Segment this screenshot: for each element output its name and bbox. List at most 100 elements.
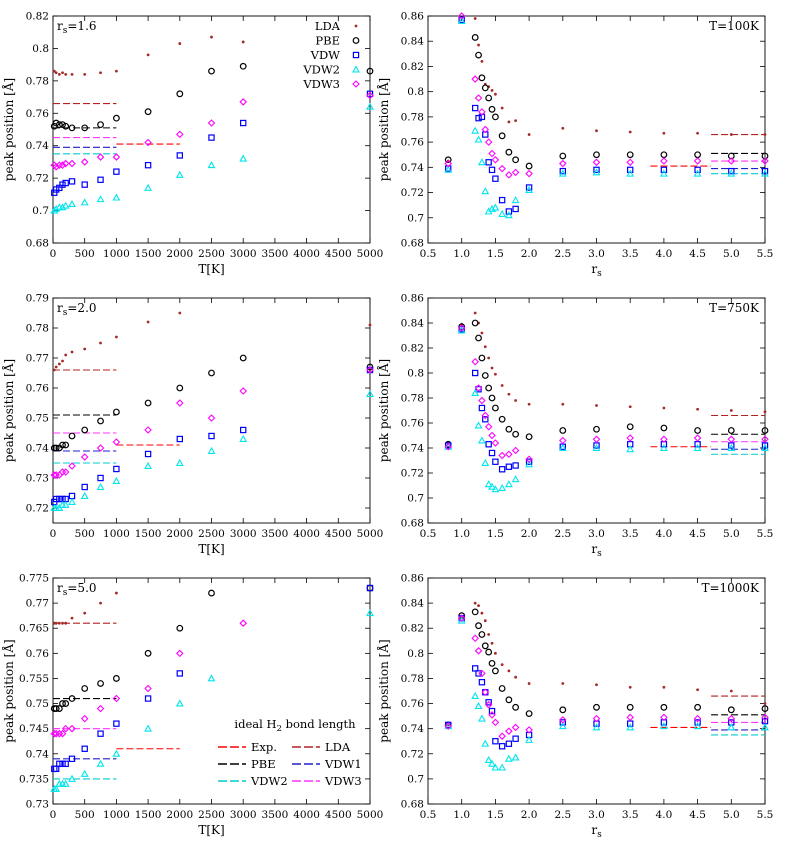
data-point-lda bbox=[561, 126, 565, 130]
y-tick-label: 0.72 bbox=[26, 173, 49, 185]
data-point-lda bbox=[64, 621, 68, 625]
chart-panel-left-2: 0 500 1000 1500 2000 2500 3000 3500 4000 4500 5000… bbox=[1, 293, 383, 557]
data-point-vdw3 bbox=[626, 158, 634, 167]
x-axis-label: rs bbox=[591, 542, 602, 559]
data-point-vdw bbox=[81, 745, 88, 752]
chart-panel-left-1: 0 500 1000 1500 2000 2500 3000 3500 4000 4500 5000… bbox=[1, 11, 383, 277]
data-point-pbe bbox=[55, 705, 63, 712]
legend-symbol-lda bbox=[354, 24, 358, 28]
x-tick-label: 4.0 bbox=[656, 528, 673, 540]
data-point-vdw2 bbox=[498, 483, 507, 491]
data-point-vdw3 bbox=[144, 426, 152, 434]
data-point-vdw3 bbox=[61, 159, 70, 168]
data-point-vdw3 bbox=[491, 718, 500, 727]
y-tick-label: 0.76 bbox=[401, 698, 425, 710]
data-point-lda bbox=[70, 350, 74, 354]
data-point-vdw bbox=[498, 466, 506, 473]
panel-label-sub: s bbox=[63, 26, 68, 36]
data-point-lda bbox=[480, 60, 484, 63]
data-point-pbe bbox=[52, 705, 60, 712]
x-tick-label: 3000 bbox=[230, 528, 257, 540]
data-point-pbe bbox=[559, 427, 567, 434]
data-point-lda bbox=[527, 402, 531, 406]
data-point-vdw2 bbox=[471, 691, 480, 699]
y-tick-label: 0.8 bbox=[32, 43, 49, 55]
y-tick-label: 0.735 bbox=[19, 773, 49, 785]
data-point-vdw3 bbox=[50, 471, 59, 479]
data-point-lda bbox=[494, 372, 497, 376]
data-point-vdw2 bbox=[592, 443, 601, 451]
data-point-pbe bbox=[512, 430, 520, 438]
x-tick-label: 3500 bbox=[262, 248, 289, 260]
x-tick-label: 1.5 bbox=[487, 248, 504, 260]
x-tick-label: 3500 bbox=[262, 528, 289, 540]
ideal-legend-title: ideal H2 bond length bbox=[234, 717, 356, 734]
data-point-lda bbox=[490, 366, 494, 370]
data-point-lda bbox=[54, 365, 58, 369]
x-tick-label: 0.5 bbox=[420, 528, 437, 540]
data-point-pbe bbox=[761, 705, 769, 712]
data-point-vdw3 bbox=[761, 713, 769, 722]
panel-label: rs=1.6 bbox=[57, 19, 97, 36]
data-point-vdw3 bbox=[693, 434, 702, 442]
x-tick-label: 1500 bbox=[135, 528, 162, 540]
y-tick-label: 0.82 bbox=[401, 623, 424, 635]
data-point-lda bbox=[178, 311, 182, 315]
ideal-legend-label-ref_vdw1: VDW1 bbox=[324, 757, 362, 771]
data-point-vdw bbox=[488, 707, 496, 715]
data-point-vdw3 bbox=[457, 324, 466, 332]
data-point-vdw3 bbox=[660, 157, 668, 165]
data-point-pbe bbox=[81, 426, 89, 434]
y-tick-label: 0.765 bbox=[19, 623, 49, 635]
data-point-vdw3 bbox=[498, 732, 506, 740]
x-axis-label: T[K] bbox=[198, 262, 224, 276]
x-tick-label: 4500 bbox=[325, 248, 352, 260]
x-tick-label: 5.5 bbox=[757, 809, 774, 821]
data-point-pbe bbox=[208, 369, 215, 377]
data-point-vdw2 bbox=[96, 195, 105, 203]
data-point-pbe bbox=[176, 384, 184, 392]
data-point-vdw bbox=[498, 743, 506, 750]
data-point-vdw2 bbox=[484, 755, 493, 764]
data-point-vdw3 bbox=[61, 468, 70, 476]
data-point-vdw bbox=[478, 679, 486, 686]
x-tick-label: 2500 bbox=[198, 248, 225, 260]
data-point-vdw bbox=[485, 159, 492, 166]
legend-label-vdw3: VDW3 bbox=[302, 77, 340, 91]
data-point-vdw3 bbox=[366, 366, 374, 374]
x-tick-label: 3500 bbox=[262, 809, 289, 821]
x-tick-label: 2500 bbox=[198, 528, 225, 540]
x-tick-label: 3.5 bbox=[622, 528, 639, 540]
data-point-vdw bbox=[97, 474, 104, 482]
data-point-vdw3 bbox=[478, 108, 486, 116]
data-point-pbe bbox=[176, 624, 184, 632]
y-tick-label: 0.8 bbox=[407, 368, 424, 380]
data-point-vdw3 bbox=[52, 163, 60, 171]
data-point-vdw2 bbox=[239, 154, 248, 162]
data-point-lda bbox=[500, 106, 504, 110]
y-tick-label: 0.8 bbox=[407, 648, 424, 660]
y-tick-label: 0.8 bbox=[407, 86, 424, 98]
data-point-vdw2 bbox=[491, 763, 500, 771]
data-point-vdw3 bbox=[471, 75, 479, 83]
data-point-lda bbox=[54, 621, 58, 625]
y-axis-label: peak position [Å] bbox=[1, 78, 16, 181]
data-point-pbe bbox=[694, 703, 701, 711]
data-point-vdw2 bbox=[727, 169, 736, 177]
y-tick-label: 0.7 bbox=[407, 493, 424, 505]
data-point-vdw3 bbox=[660, 713, 668, 722]
legend-symbol-vdw2 bbox=[352, 65, 360, 73]
x-tick-label: 1.5 bbox=[487, 528, 504, 540]
data-point-pbe bbox=[660, 703, 668, 711]
data-point-pbe bbox=[505, 425, 513, 433]
y-tick-label: 0.7 bbox=[407, 212, 424, 224]
data-point-lda bbox=[490, 89, 494, 92]
x-tick-label: 2000 bbox=[166, 248, 193, 260]
data-point-vdw3 bbox=[80, 714, 89, 723]
data-point-lda bbox=[561, 682, 565, 685]
data-point-vdw bbox=[694, 166, 701, 174]
data-point-vdw3 bbox=[366, 91, 374, 100]
data-point-lda bbox=[473, 17, 477, 20]
data-point-pbe bbox=[559, 706, 567, 714]
x-tick-label: 3.5 bbox=[622, 248, 639, 260]
